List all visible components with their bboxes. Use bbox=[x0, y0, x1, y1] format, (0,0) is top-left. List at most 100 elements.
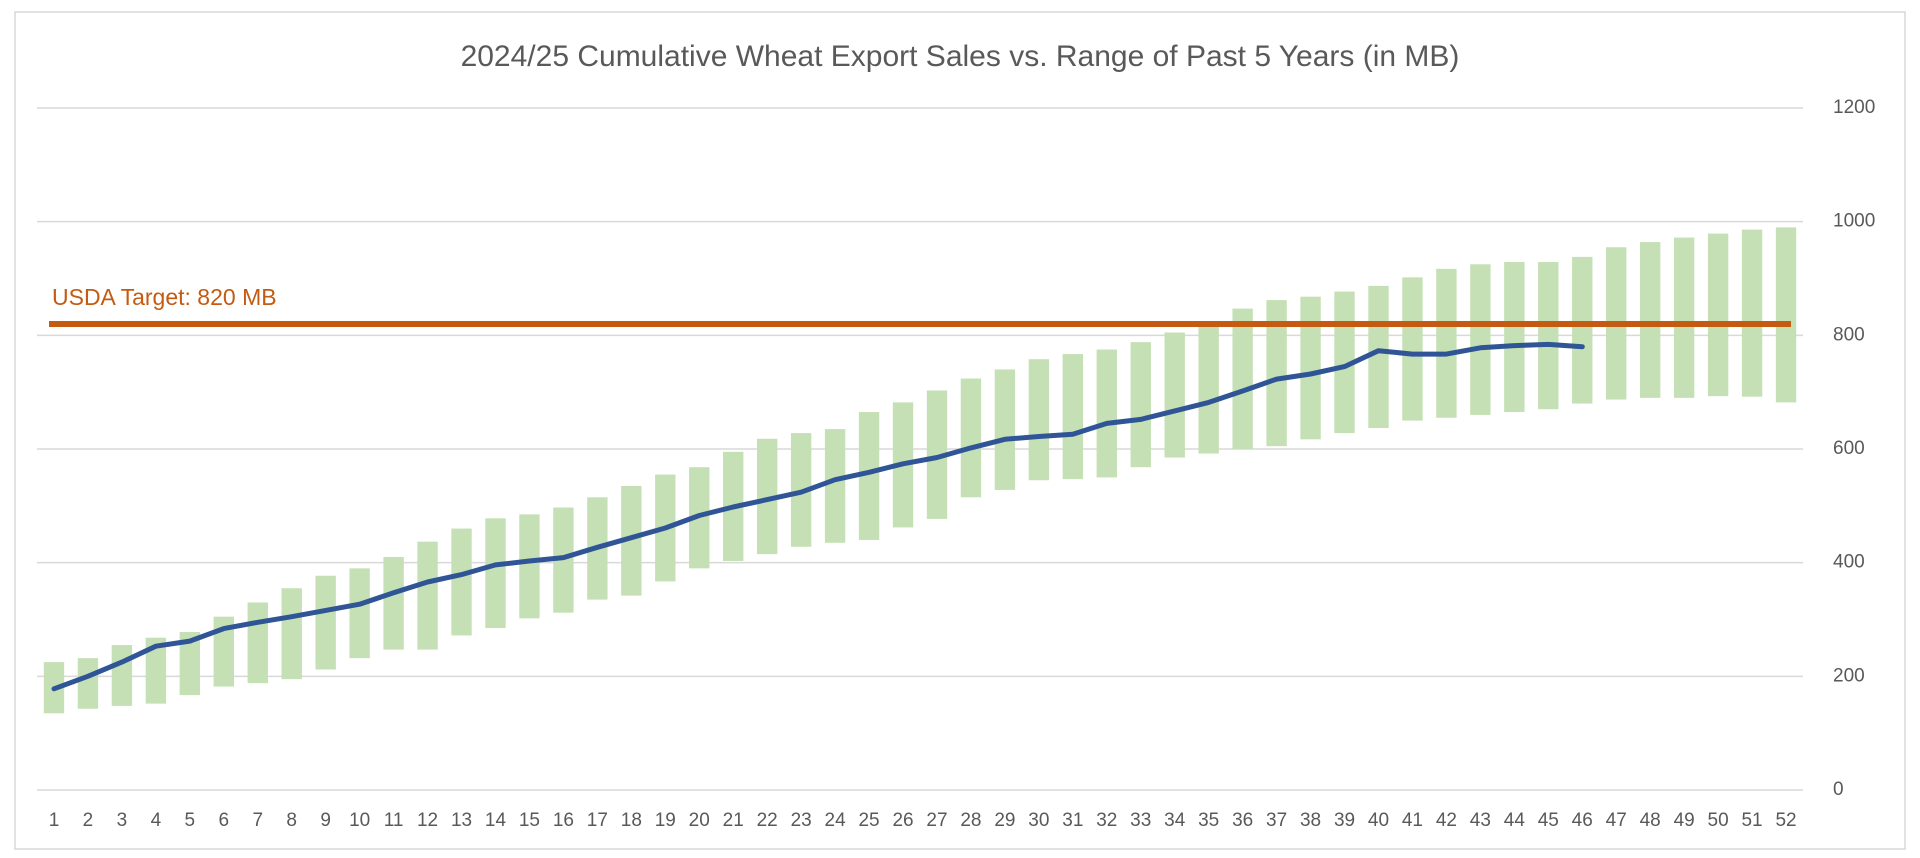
range-bar bbox=[994, 369, 1016, 490]
range-bar bbox=[1368, 285, 1389, 428]
range-bar bbox=[824, 429, 846, 543]
x-tick-label: 45 bbox=[1538, 810, 1559, 831]
range-bar bbox=[1266, 300, 1287, 447]
range-bar bbox=[926, 390, 948, 519]
x-tick-label: 30 bbox=[1028, 810, 1049, 831]
x-tick-label: 11 bbox=[384, 810, 404, 831]
y-tick-label: 0 bbox=[1833, 779, 1844, 800]
x-tick-label: 33 bbox=[1130, 810, 1151, 831]
range-bar bbox=[621, 485, 642, 596]
x-tick-label: 7 bbox=[252, 810, 263, 831]
range-bar bbox=[315, 575, 336, 670]
x-tick-label: 35 bbox=[1198, 810, 1219, 831]
range-bar bbox=[1402, 277, 1423, 421]
range-bar bbox=[451, 528, 472, 636]
range-bar bbox=[349, 568, 370, 659]
x-tick-label: 32 bbox=[1096, 810, 1117, 831]
range-bar bbox=[247, 602, 268, 684]
x-tick-label: 1 bbox=[49, 810, 60, 831]
x-tick-label: 14 bbox=[485, 810, 507, 831]
x-tick-label: 8 bbox=[286, 810, 297, 831]
x-tick-label: 2 bbox=[83, 810, 94, 831]
range-bar bbox=[383, 556, 404, 650]
y-tick-label: 1000 bbox=[1833, 211, 1875, 232]
y-tick-label: 400 bbox=[1833, 552, 1865, 573]
range-bar bbox=[1232, 308, 1253, 449]
x-tick-label: 28 bbox=[960, 810, 981, 831]
x-tick-label: 40 bbox=[1368, 810, 1389, 831]
range-bar bbox=[77, 658, 99, 709]
x-tick-label: 52 bbox=[1775, 810, 1796, 831]
x-tick-label: 42 bbox=[1436, 810, 1457, 831]
range-bar bbox=[1130, 342, 1151, 468]
range-bar bbox=[756, 438, 778, 555]
range-bar bbox=[213, 616, 234, 687]
range-bar bbox=[1300, 296, 1321, 440]
range-bar bbox=[485, 518, 506, 629]
x-tick-label: 39 bbox=[1334, 810, 1355, 831]
x-tick-label: 13 bbox=[451, 810, 472, 831]
range-bar bbox=[1198, 323, 1219, 454]
range-bar bbox=[1436, 268, 1457, 418]
x-tick-label: 5 bbox=[185, 810, 196, 831]
x-tick-label: 48 bbox=[1640, 810, 1661, 831]
range-bar bbox=[145, 637, 167, 704]
x-tick-label: 4 bbox=[151, 810, 162, 831]
x-tick-label: 46 bbox=[1572, 810, 1593, 831]
x-tick-label: 36 bbox=[1232, 810, 1253, 831]
x-tick-label: 10 bbox=[349, 810, 370, 831]
range-bar bbox=[1707, 233, 1729, 397]
range-bar bbox=[1673, 237, 1695, 398]
target-label: USDA Target: 820 MB bbox=[52, 284, 277, 310]
x-tick-label: 27 bbox=[926, 810, 947, 831]
range-bar bbox=[1062, 354, 1084, 480]
range-bar bbox=[179, 632, 201, 696]
range-bar bbox=[1164, 332, 1185, 458]
x-tick-label: 20 bbox=[689, 810, 710, 831]
x-tick-label: 16 bbox=[553, 810, 574, 831]
range-bar bbox=[858, 412, 880, 540]
x-tick-label: 25 bbox=[858, 810, 879, 831]
x-tick-label: 29 bbox=[994, 810, 1015, 831]
x-tick-label: 38 bbox=[1300, 810, 1321, 831]
range-bar bbox=[960, 378, 982, 498]
chart-title: 2024/25 Cumulative Wheat Export Sales vs… bbox=[461, 40, 1460, 73]
range-bar bbox=[1572, 256, 1593, 404]
x-tick-label: 19 bbox=[655, 810, 676, 831]
x-tick-label: 49 bbox=[1674, 810, 1695, 831]
x-tick-label: 26 bbox=[892, 810, 913, 831]
x-tick-label: 3 bbox=[117, 810, 128, 831]
x-tick-label: 23 bbox=[791, 810, 812, 831]
x-tick-label: 50 bbox=[1708, 810, 1729, 831]
y-tick-label: 1200 bbox=[1833, 97, 1875, 118]
x-tick-label: 41 bbox=[1402, 810, 1423, 831]
x-tick-label: 44 bbox=[1504, 810, 1526, 831]
x-tick-label: 12 bbox=[417, 810, 438, 831]
x-tick-label: 21 bbox=[723, 810, 744, 831]
x-tick-label: 15 bbox=[519, 810, 540, 831]
x-tick-label: 34 bbox=[1164, 810, 1186, 831]
range-bar bbox=[1741, 229, 1763, 397]
x-tick-label: 47 bbox=[1606, 810, 1627, 831]
y-tick-label: 800 bbox=[1833, 324, 1865, 345]
sales-line bbox=[51, 341, 1585, 692]
y-tick-label: 200 bbox=[1833, 665, 1865, 686]
x-tick-label: 31 bbox=[1062, 810, 1083, 831]
range-bar bbox=[111, 645, 133, 706]
range-bar bbox=[1470, 264, 1491, 415]
chart-frame bbox=[14, 11, 1906, 850]
x-tick-label: 17 bbox=[587, 810, 608, 831]
x-tick-label: 51 bbox=[1741, 810, 1762, 831]
x-tick-label: 6 bbox=[218, 810, 229, 831]
x-tick-label: 22 bbox=[757, 810, 778, 831]
x-tick-label: 43 bbox=[1470, 810, 1491, 831]
x-tick-label: 37 bbox=[1266, 810, 1287, 831]
range-bar bbox=[281, 588, 302, 680]
y-tick-label: 600 bbox=[1833, 438, 1865, 459]
range-bar bbox=[1504, 262, 1525, 413]
range-bar bbox=[1639, 242, 1661, 398]
x-tick-label: 24 bbox=[825, 810, 847, 831]
range-bar bbox=[1775, 227, 1797, 403]
range-bar bbox=[519, 514, 540, 619]
